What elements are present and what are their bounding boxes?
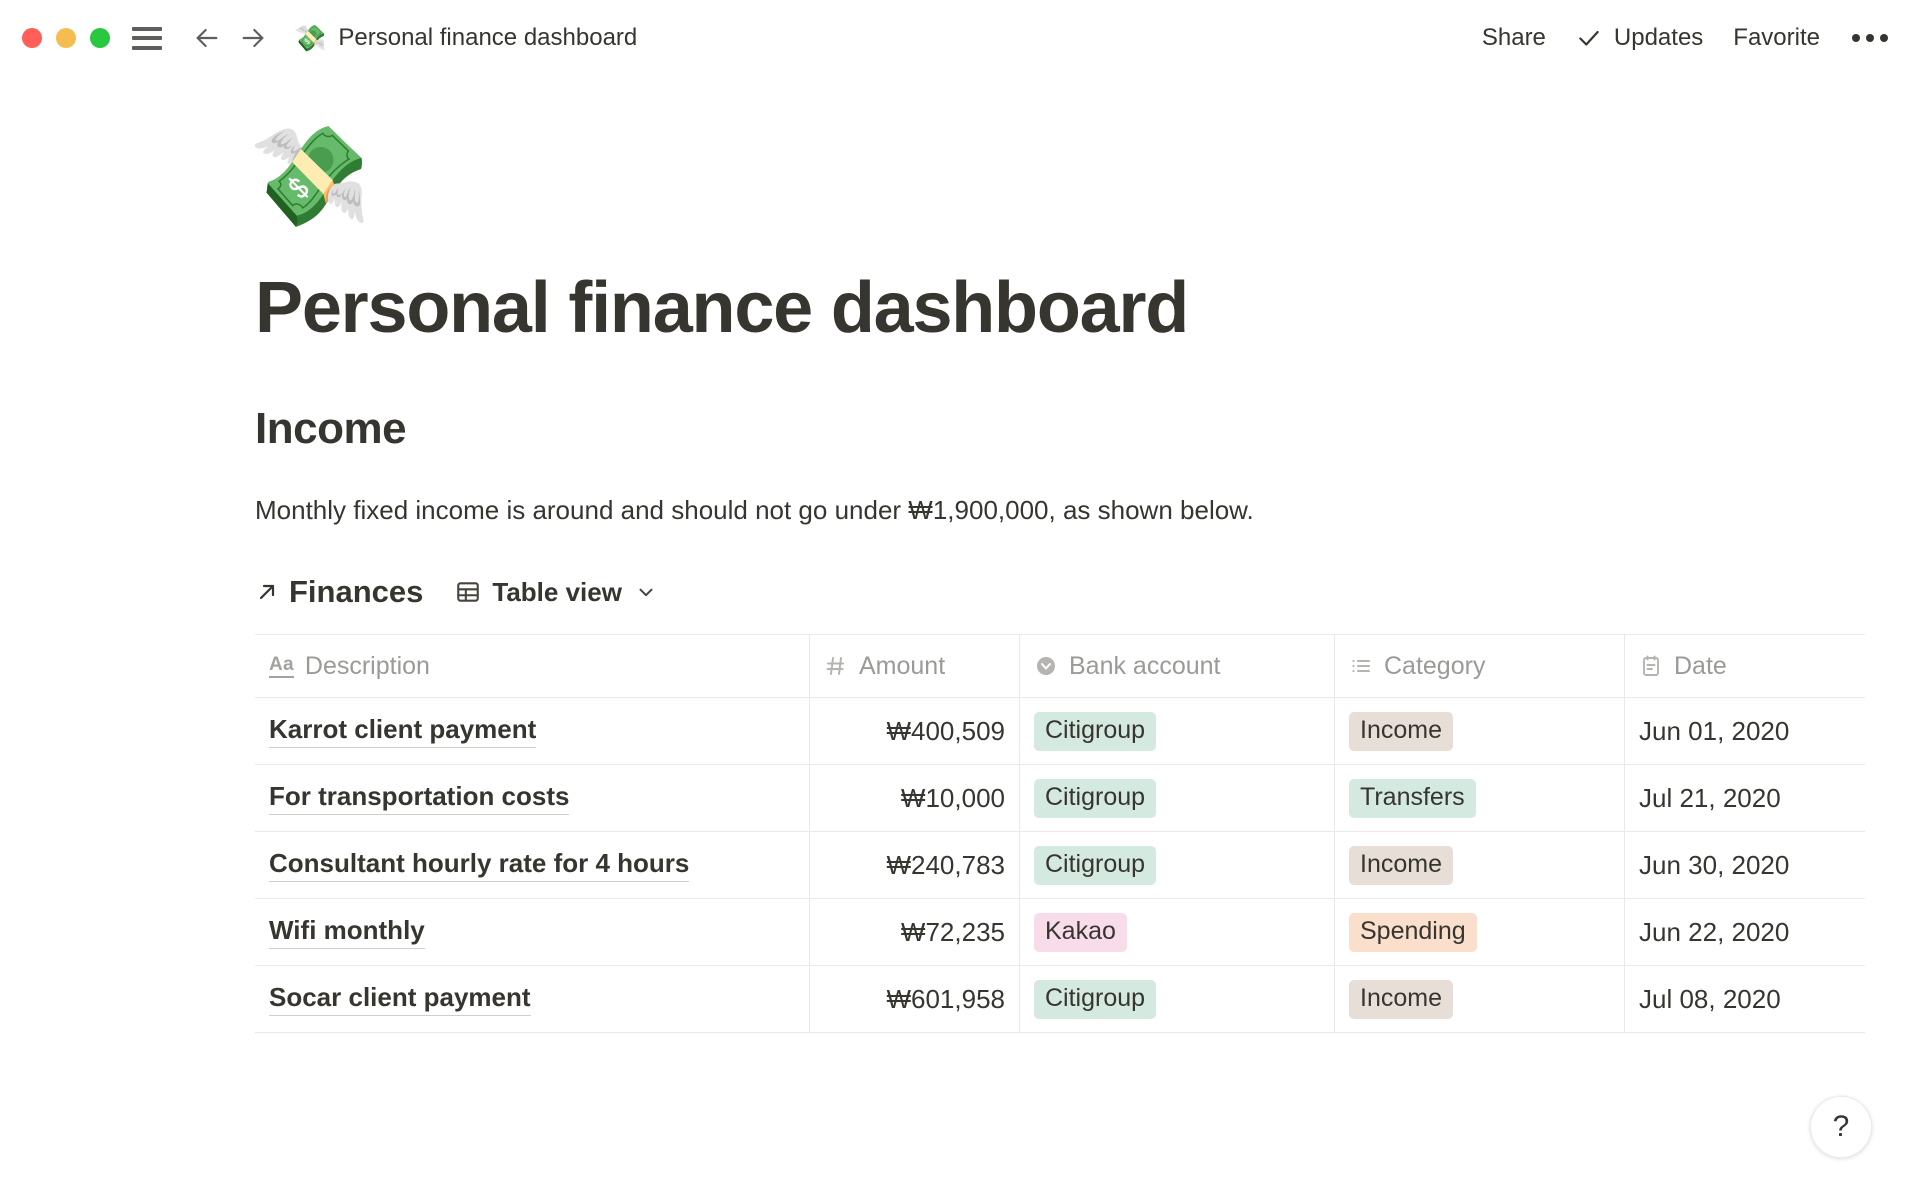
cell-bank-account[interactable]: Citigroup <box>1020 832 1335 899</box>
section-heading-income: Income <box>255 403 407 453</box>
column-header-date[interactable]: Date <box>1625 635 1865 697</box>
bank-tag: Citigroup <box>1034 979 1157 1020</box>
arrow-up-right-icon <box>255 580 279 604</box>
share-button[interactable]: Share <box>1481 24 1546 51</box>
database-header: Finances Table view <box>255 574 1860 610</box>
hash-number-icon <box>824 654 848 678</box>
view-selector[interactable]: Table view <box>455 577 657 608</box>
check-icon <box>1576 25 1602 51</box>
arrow-left-icon[interactable] <box>188 19 226 57</box>
category-tag: Income <box>1349 845 1453 886</box>
bank-tag: Citigroup <box>1034 845 1157 886</box>
zoom-window-button[interactable] <box>90 28 110 48</box>
cell-amount[interactable]: ₩72,235 <box>810 899 1020 966</box>
cell-amount[interactable]: ₩10,000 <box>810 765 1020 832</box>
row-title-link[interactable]: Consultant hourly rate for 4 hours <box>269 848 690 883</box>
table-view-icon <box>455 579 481 605</box>
row-title-link[interactable]: For transportation costs <box>269 781 570 816</box>
updates-label: Updates <box>1613 24 1704 51</box>
cell-description[interactable]: Wifi monthly <box>255 899 810 966</box>
ellipsis-icon[interactable] <box>1850 30 1890 46</box>
cell-category[interactable]: Transfers <box>1335 765 1625 832</box>
page-title: Personal finance dashboard <box>255 268 1189 348</box>
column-header-amount[interactable]: Amount <box>810 635 1020 698</box>
bank-tag: Citigroup <box>1034 778 1157 819</box>
category-tag: Spending <box>1349 912 1477 953</box>
bank-tag: Citigroup <box>1034 711 1157 752</box>
column-label: Amount <box>859 651 946 680</box>
help-button[interactable]: ? <box>1810 1096 1872 1158</box>
table-row[interactable]: Consultant hourly rate for 4 hours ₩240,… <box>255 832 1865 900</box>
column-label: Description <box>304 651 430 680</box>
cell-date[interactable]: Jun 22, 2020 <box>1639 916 1790 947</box>
row-title-link[interactable]: Karrot client payment <box>269 714 537 749</box>
cell-category[interactable]: Income <box>1335 832 1625 899</box>
column-header-category[interactable]: Category <box>1335 635 1625 698</box>
traffic-lights <box>22 28 110 48</box>
table-row[interactable]: Socar client payment ₩601,958 Citigroup … <box>255 966 1865 1034</box>
column-label: Category <box>1384 651 1486 680</box>
close-window-button[interactable] <box>22 28 42 48</box>
cell-description[interactable]: Karrot client payment <box>255 698 810 765</box>
calendar-icon <box>1639 654 1663 678</box>
titlebar-actions: Share Updates Favorite <box>1482 24 1890 52</box>
cell-date[interactable]: Jul 21, 2020 <box>1639 782 1781 813</box>
cell-bank-account[interactable]: Citigroup <box>1020 765 1335 832</box>
page-content: 💸 Personal finance dashboard Income Mont… <box>0 106 1920 1034</box>
finances-table: Aa Description Amount <box>255 634 1865 1034</box>
updates-button[interactable]: Updates <box>1576 24 1703 52</box>
category-tag: Income <box>1349 979 1453 1020</box>
favorite-button[interactable]: Favorite <box>1733 24 1820 51</box>
cell-bank-account[interactable]: Citigroup <box>1020 966 1335 1033</box>
column-header-bank-account[interactable]: Bank account <box>1020 635 1335 698</box>
select-circle-icon <box>1034 654 1058 678</box>
title-text-icon: Aa <box>269 655 294 678</box>
cell-category[interactable]: Income <box>1335 698 1625 765</box>
cell-amount[interactable]: ₩601,958 <box>810 966 1020 1033</box>
arrow-right-icon[interactable] <box>234 19 272 57</box>
table-header-row: Aa Description Amount <box>255 634 1865 699</box>
cell-description[interactable]: Consultant hourly rate for 4 hours <box>255 832 810 899</box>
table-row[interactable]: Karrot client payment ₩400,509 Citigroup… <box>255 698 1865 766</box>
section-description: Monthly fixed income is around and shoul… <box>255 495 1254 526</box>
cell-date[interactable]: Jun 01, 2020 <box>1639 715 1790 746</box>
cell-description[interactable]: Socar client payment <box>255 966 810 1033</box>
category-tag: Transfers <box>1349 778 1476 819</box>
cell-description[interactable]: For transportation costs <box>255 765 810 832</box>
cell-category[interactable]: Spending <box>1335 899 1625 966</box>
view-label: Table view <box>492 576 622 607</box>
page-icon-money-with-wings-icon[interactable]: 💸 <box>249 121 372 231</box>
breadcrumb-title: Personal finance dashboard <box>338 24 638 51</box>
database-name: Finances <box>289 574 424 610</box>
row-title-link[interactable]: Wifi monthly <box>269 915 425 950</box>
cell-bank-account[interactable]: Citigroup <box>1020 698 1335 765</box>
cell-date[interactable]: Jun 30, 2020 <box>1639 849 1790 880</box>
multi-select-icon <box>1349 654 1373 678</box>
minimize-window-button[interactable] <box>56 28 76 48</box>
column-label: Bank account <box>1069 651 1221 680</box>
category-tag: Income <box>1349 711 1453 752</box>
database-title-link[interactable]: Finances <box>255 574 423 610</box>
breadcrumb[interactable]: 💸 Personal finance dashboard <box>294 24 637 52</box>
bank-tag: Kakao <box>1034 912 1127 953</box>
cell-bank-account[interactable]: Kakao <box>1020 899 1335 966</box>
money-with-wings-icon: 💸 <box>294 23 327 53</box>
row-title-link[interactable]: Socar client payment <box>269 982 531 1017</box>
cell-date[interactable]: Jul 08, 2020 <box>1639 983 1781 1014</box>
cell-category[interactable]: Income <box>1335 966 1625 1033</box>
window-titlebar: 💸 Personal finance dashboard Share Updat… <box>0 0 1920 76</box>
hamburger-icon[interactable] <box>132 26 162 50</box>
cell-amount[interactable]: ₩400,509 <box>810 698 1020 765</box>
column-label: Date <box>1674 651 1727 680</box>
table-row[interactable]: For transportation costs ₩10,000 Citigro… <box>255 765 1865 833</box>
cell-amount[interactable]: ₩240,783 <box>810 832 1020 899</box>
table-row[interactable]: Wifi monthly ₩72,235 Kakao Spending Jun … <box>255 899 1865 967</box>
chevron-down-icon <box>635 581 657 603</box>
column-header-description[interactable]: Aa Description <box>255 635 810 698</box>
